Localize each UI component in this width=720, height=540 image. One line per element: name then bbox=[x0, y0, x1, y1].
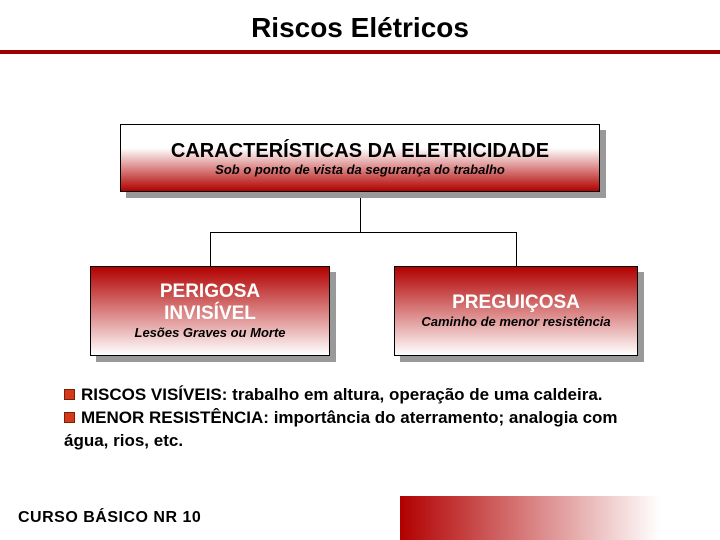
bullet-continuation-text: água, rios, etc. bbox=[64, 430, 183, 453]
bullet-square-icon bbox=[64, 412, 75, 423]
box-body: PERIGOSA INVISÍVEL Lesões Graves ou Mort… bbox=[90, 266, 330, 356]
connector-right-down bbox=[516, 232, 517, 266]
left-box-title-line1: PERIGOSA bbox=[160, 281, 260, 303]
bullet-continuation: água, rios, etc. bbox=[64, 430, 674, 453]
bullet-list: RISCOS VISÍVEIS: trabalho em altura, ope… bbox=[64, 384, 674, 453]
footer-label: CURSO BÁSICO NR 10 bbox=[0, 496, 400, 540]
left-box-title-line2: INVISÍVEL bbox=[164, 303, 256, 325]
main-box-title: CARACTERÍSTICAS DA ELETRICIDADE bbox=[171, 140, 549, 162]
box-body: CARACTERÍSTICAS DA ELETRICIDADE Sob o po… bbox=[120, 124, 600, 192]
main-box-subtitle: Sob o ponto de vista da segurança do tra… bbox=[215, 162, 505, 177]
footer-gradient bbox=[400, 496, 660, 540]
connector-horizontal bbox=[210, 232, 516, 233]
bullet-text: RISCOS VISÍVEIS: trabalho em altura, ope… bbox=[81, 384, 603, 407]
connector-main-down bbox=[360, 198, 361, 232]
left-box-subtitle: Lesões Graves ou Morte bbox=[135, 326, 286, 341]
diagram-right-box: PREGUIÇOSA Caminho de menor resistência bbox=[394, 266, 638, 356]
bullet-item: MENOR RESISTÊNCIA: importância do aterra… bbox=[64, 407, 674, 430]
slide-title: Riscos Elétricos bbox=[0, 0, 720, 44]
right-box-title: PREGUIÇOSA bbox=[452, 292, 580, 314]
title-divider bbox=[0, 50, 720, 54]
diagram-main-box: CARACTERÍSTICAS DA ELETRICIDADE Sob o po… bbox=[120, 124, 600, 192]
bullet-text: MENOR RESISTÊNCIA: importância do aterra… bbox=[81, 407, 618, 430]
diagram-left-box: PERIGOSA INVISÍVEL Lesões Graves ou Mort… bbox=[90, 266, 330, 356]
box-body: PREGUIÇOSA Caminho de menor resistência bbox=[394, 266, 638, 356]
bullet-item: RISCOS VISÍVEIS: trabalho em altura, ope… bbox=[64, 384, 674, 407]
connector-left-down bbox=[210, 232, 211, 266]
slide-footer: CURSO BÁSICO NR 10 bbox=[0, 496, 720, 540]
right-box-subtitle: Caminho de menor resistência bbox=[421, 315, 610, 330]
bullet-square-icon bbox=[64, 389, 75, 400]
